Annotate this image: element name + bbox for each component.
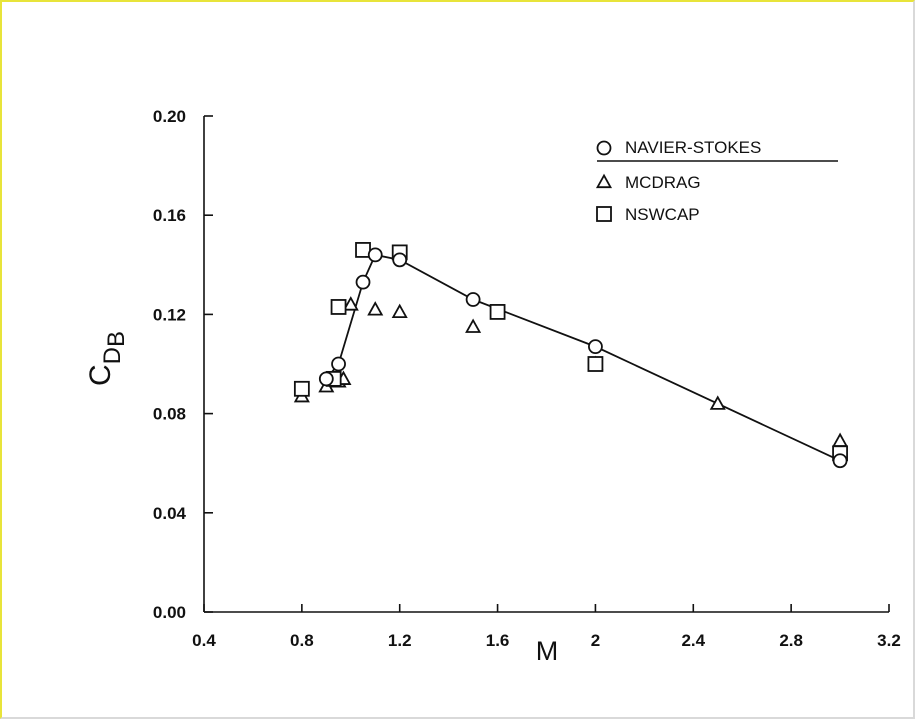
navier-stokes-point	[331, 356, 346, 372]
legend-marker-navier-stokes	[596, 140, 612, 156]
mcdrag-point	[342, 296, 359, 311]
x-tick-label: 2	[591, 631, 600, 650]
mcdrag-point	[709, 395, 726, 410]
legend: NAVIER-STOKES MCDRAG NSWCAP	[595, 138, 838, 224]
y-axis-label-main: C	[84, 364, 117, 386]
navier-stokes-point	[465, 292, 481, 307]
navier-stokes-line	[325, 253, 841, 462]
x-tick-label: 0.8	[290, 631, 314, 650]
nswcap-point	[489, 304, 506, 320]
y-tick-label: 0.04	[153, 504, 187, 523]
x-tick-label: 2.4	[681, 631, 705, 650]
nswcap-point	[330, 299, 347, 315]
mcdrag-point	[391, 303, 408, 319]
nswcap-point	[587, 356, 604, 372]
legend-marker-mcdrag	[595, 173, 613, 189]
x-tick-label: 0.4	[192, 631, 216, 650]
legend-markers	[595, 140, 613, 222]
y-axis-label: CDB	[84, 331, 130, 386]
y-tick-label: 0.20	[153, 107, 186, 126]
legend-label-nswcap: NSWCAP	[625, 205, 700, 224]
navier-stokes-point	[832, 453, 848, 469]
legend-label-mcdrag: MCDRAG	[625, 173, 701, 192]
x-tick-label: 3.2	[877, 631, 901, 650]
y-tick-label: 0.08	[153, 405, 186, 424]
axes	[203, 116, 889, 613]
x-tick-label: 2.8	[779, 631, 803, 650]
x-axis-label: M	[536, 636, 559, 666]
navier-stokes-point	[588, 339, 603, 355]
data-markers	[293, 242, 849, 469]
navier-stokes-point	[355, 274, 371, 290]
navier-stokes-fit-line	[325, 253, 841, 462]
y-tick-label: 0.00	[153, 603, 186, 622]
mcdrag-point	[367, 301, 384, 316]
nswcap-point	[293, 380, 310, 397]
ticks: 0.4 0.8 1.2 1.6 2 2.4 2.8 3.2 0.00 0.04 0.08 0.12 0.…	[153, 107, 901, 650]
y-axis-label-sub: D	[99, 347, 126, 364]
y-axis-label-subsub: B	[103, 331, 130, 347]
x-tick-label: 1.2	[388, 631, 412, 650]
y-tick-label: 0.12	[153, 305, 186, 324]
x-tick-label: 1.6	[486, 631, 510, 650]
mcdrag-point	[465, 318, 482, 333]
legend-label-navier-stokes: NAVIER-STOKES	[625, 138, 761, 157]
legend-marker-nswcap	[596, 206, 612, 222]
mcdrag-point	[832, 432, 849, 447]
navier-stokes-point	[392, 252, 408, 268]
navier-stokes-point	[367, 247, 383, 263]
navier-stokes-point	[318, 371, 334, 387]
y-tick-label: 0.16	[153, 206, 186, 225]
